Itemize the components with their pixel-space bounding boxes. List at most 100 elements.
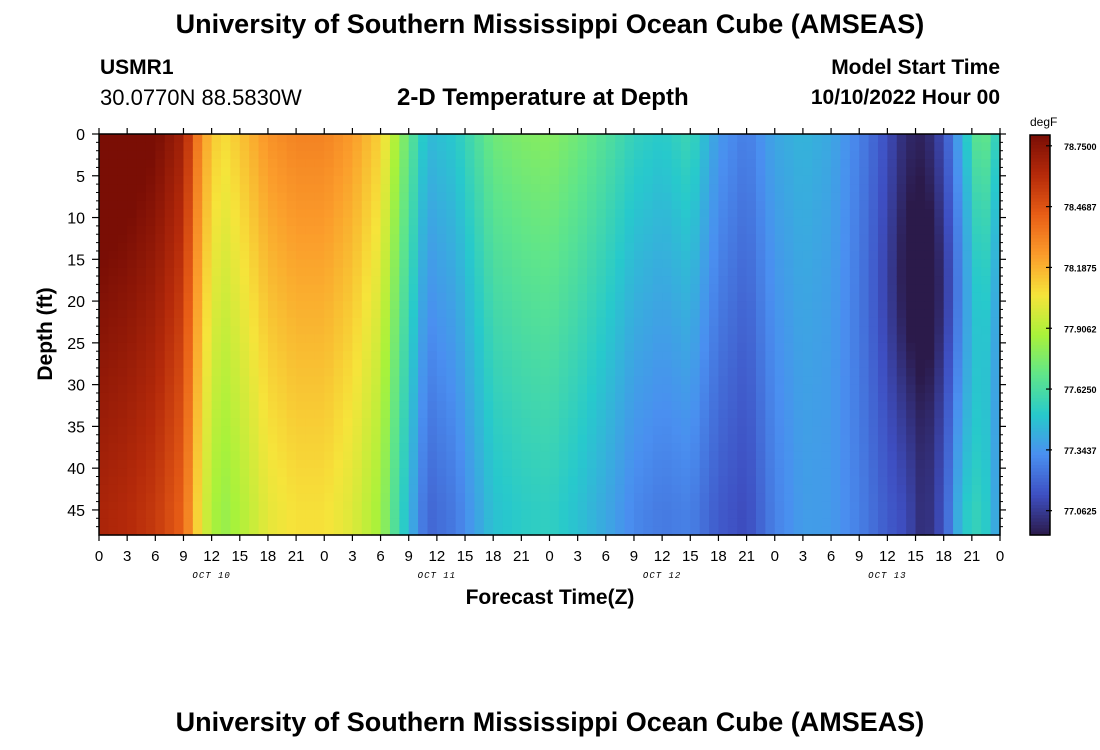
heatmap-cell	[399, 159, 410, 169]
heatmap-cell	[755, 250, 766, 260]
heatmap-cell	[286, 150, 297, 160]
heatmap-cell	[164, 209, 175, 219]
heatmap-cell	[615, 443, 626, 453]
heatmap-cell	[540, 384, 551, 394]
heatmap-cell	[371, 342, 382, 352]
heatmap-cell	[108, 493, 119, 503]
heatmap-cell	[540, 334, 551, 344]
heatmap-cell	[389, 434, 400, 444]
heatmap-cell	[192, 451, 203, 461]
heatmap-cell	[943, 392, 954, 402]
heatmap-cell	[380, 250, 391, 260]
heatmap-cell	[624, 292, 635, 302]
heatmap-cell	[164, 276, 175, 285]
heatmap-cell	[784, 292, 795, 302]
heatmap-cell	[924, 309, 935, 319]
heatmap-cell	[324, 317, 335, 327]
heatmap-cell	[812, 175, 823, 185]
heatmap-cell	[286, 443, 297, 453]
heatmap-cell	[192, 501, 203, 511]
heatmap-cell	[896, 484, 907, 494]
heatmap-cell	[662, 426, 673, 436]
heatmap-cell	[333, 476, 344, 486]
heatmap-cell	[906, 242, 917, 252]
heatmap-cell	[174, 451, 185, 461]
heatmap-cell	[192, 493, 203, 503]
heatmap-cell	[221, 401, 231, 411]
heatmap-cell	[915, 192, 926, 202]
heatmap-cell	[540, 309, 551, 319]
heatmap-cell	[558, 359, 569, 369]
heatmap-cell	[127, 259, 138, 269]
heatmap-cell	[568, 359, 579, 369]
heatmap-cell	[502, 476, 513, 486]
heatmap-cell	[802, 359, 813, 369]
heatmap-cell	[615, 284, 626, 294]
heatmap-cell	[981, 284, 992, 294]
heatmap-cell	[709, 501, 720, 511]
heatmap-cell	[549, 493, 560, 503]
heatmap-cell	[380, 225, 391, 235]
heatmap-cell	[868, 225, 879, 235]
heatmap-cell	[418, 501, 429, 511]
heatmap-cell	[174, 225, 185, 235]
heatmap-cell	[633, 150, 644, 160]
heatmap-cell	[680, 434, 691, 444]
heatmap-cell	[953, 250, 964, 260]
heatmap-cell	[680, 292, 691, 302]
heatmap-cell	[99, 142, 109, 152]
heatmap-cell	[587, 484, 598, 494]
heatmap-cell	[746, 317, 757, 327]
heatmap-cell	[699, 493, 710, 503]
heatmap-cell	[643, 509, 654, 519]
heatmap-cell	[371, 484, 382, 494]
heatmap-cell	[990, 367, 1001, 377]
heatmap-cell	[812, 409, 823, 419]
heatmap-cell	[934, 150, 945, 160]
heatmap-cell	[483, 142, 494, 152]
heatmap-cell	[305, 468, 316, 478]
heatmap-cell	[774, 150, 785, 160]
heatmap-cell	[221, 234, 231, 244]
heatmap-cell	[258, 267, 269, 277]
heatmap-cell	[183, 217, 194, 227]
heatmap-cell	[568, 200, 579, 210]
heatmap-cell	[399, 225, 410, 235]
heatmap-cell	[192, 518, 203, 528]
heatmap-cell	[727, 342, 738, 352]
heatmap-cell	[361, 459, 372, 469]
heatmap-cell	[877, 250, 888, 260]
heatmap-cell	[465, 159, 476, 169]
heatmap-cell	[633, 493, 644, 503]
heatmap-cell	[483, 409, 494, 419]
heatmap-cell	[868, 309, 879, 319]
heatmap-cell	[718, 267, 729, 277]
heatmap-cell	[230, 326, 241, 336]
heatmap-cell	[465, 426, 476, 436]
colorbar-segment	[1030, 505, 1050, 509]
heatmap-cell	[418, 276, 429, 285]
heatmap-cell	[380, 351, 391, 361]
heatmap-cell	[793, 409, 804, 419]
heatmap-cell	[568, 476, 579, 486]
heatmap-cell	[324, 426, 335, 436]
heatmap-cell	[483, 209, 494, 219]
heatmap-cell	[192, 234, 203, 244]
heatmap-cell	[540, 159, 551, 169]
heatmap-cell	[389, 384, 400, 394]
heatmap-cell	[230, 342, 241, 352]
heatmap-cell	[324, 451, 335, 461]
heatmap-cell	[652, 250, 663, 260]
heatmap-cell	[399, 242, 410, 252]
heatmap-cell	[258, 276, 269, 285]
heatmap-cell	[183, 476, 194, 486]
heatmap-cell	[568, 284, 579, 294]
heatmap-cell	[662, 476, 673, 486]
heatmap-cell	[652, 476, 663, 486]
heatmap-cell	[633, 401, 644, 411]
heatmap-cell	[361, 434, 372, 444]
heatmap-cell	[615, 267, 626, 277]
colorbar-segment	[1030, 448, 1050, 453]
heatmap-cell	[530, 276, 541, 285]
heatmap-cell	[174, 392, 185, 402]
